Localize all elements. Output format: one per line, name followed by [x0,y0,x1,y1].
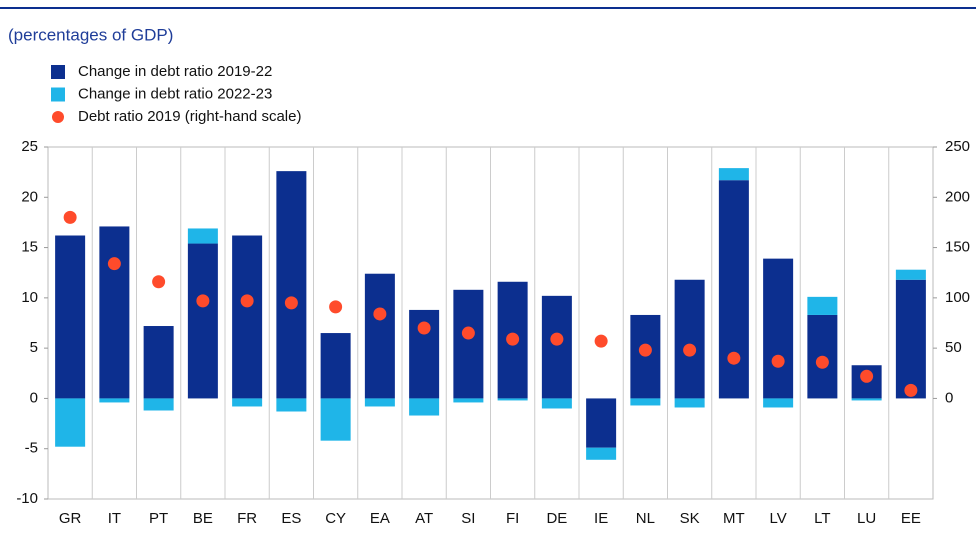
bar [541,398,572,409]
bar [763,258,794,399]
bar [630,398,661,406]
bar [718,168,749,181]
bar [55,235,86,399]
x-tick-label: LV [770,510,787,527]
bar [364,273,395,399]
x-tick-label: FI [506,510,519,527]
bar [497,398,528,401]
dot [550,332,564,346]
legend-label: Debt ratio 2019 (right-hand scale) [78,108,301,125]
dot [815,355,829,369]
x-tick-label: GR [59,510,82,527]
bar [807,296,838,315]
x-tick-label: LU [857,510,876,527]
y-tick-label: 25 [21,138,38,155]
bar [851,398,882,401]
y-tick-label: -5 [25,440,38,457]
x-tick-label: IT [108,510,121,527]
x-tick-label: FR [237,510,257,527]
x-tick-label: LT [814,510,830,527]
bar [276,398,307,412]
dot [63,210,77,224]
bar [718,180,749,399]
dot [329,300,343,314]
bar [55,398,86,447]
x-tick-label: BE [193,510,213,527]
bar [99,398,130,403]
legend-label: Change in debt ratio 2022-23 [78,85,272,102]
y-tick-label: 5 [30,339,38,356]
bar [187,228,218,244]
x-tick-label: DE [546,510,567,527]
bar [143,398,174,411]
dot [107,257,121,271]
y2-tick-label: 100 [945,289,970,306]
dot [683,343,697,357]
bar [674,398,705,408]
x-tick-label: SK [680,510,700,527]
bar [143,326,174,399]
x-tick-label: MT [723,510,745,527]
y-tick-label: 20 [21,188,38,205]
legend-marker [52,111,64,123]
dot [196,294,210,308]
y-tick-label: 10 [21,289,38,306]
y2-tick-label: 50 [945,339,962,356]
dot [240,294,254,308]
dot [152,275,166,289]
x-tick-label: NL [636,510,655,527]
bar [364,398,395,407]
bar [895,269,926,280]
y2-tick-label: 200 [945,188,970,205]
x-tick-label: EE [901,510,921,527]
y-tick-label: -10 [16,490,38,507]
y2-tick-label: 0 [945,389,953,406]
bar [320,333,351,399]
y2-tick-label: 250 [945,138,970,155]
x-tick-label: IE [594,510,608,527]
x-tick-label: ES [281,510,301,527]
bar [453,289,484,399]
bar [674,279,705,399]
dot [638,343,652,357]
bar [586,398,617,448]
bar [895,279,926,399]
dot [506,332,520,346]
bar [586,447,617,460]
dot [904,383,918,397]
bar [409,398,440,416]
x-tick-label: CY [325,510,346,527]
dot [860,369,874,383]
bar [630,314,661,399]
bar [232,398,263,407]
dot [417,321,431,335]
legend-label: Change in debt ratio 2019-22 [78,63,272,80]
dot [771,354,785,368]
x-tick-label: EA [370,510,390,527]
x-tick-label: PT [149,510,168,527]
dot [461,326,475,340]
bar [276,171,307,399]
chart-subtitle: (percentages of GDP) [8,25,173,44]
dot [373,307,387,321]
y-tick-label: 15 [21,239,38,256]
x-tick-label: AT [415,510,433,527]
y2-tick-label: 150 [945,239,970,256]
dot [727,351,741,365]
bar [453,398,484,403]
y-tick-label: 0 [30,389,38,406]
x-tick-label: SI [461,510,475,527]
bar [763,398,794,408]
legend-swatch [51,87,65,102]
bar [99,226,130,399]
bar [187,243,218,399]
bar [541,295,572,399]
bar [232,235,263,399]
dot [594,334,608,348]
bar [320,398,351,441]
dot [284,296,298,310]
legend-swatch [51,65,65,79]
